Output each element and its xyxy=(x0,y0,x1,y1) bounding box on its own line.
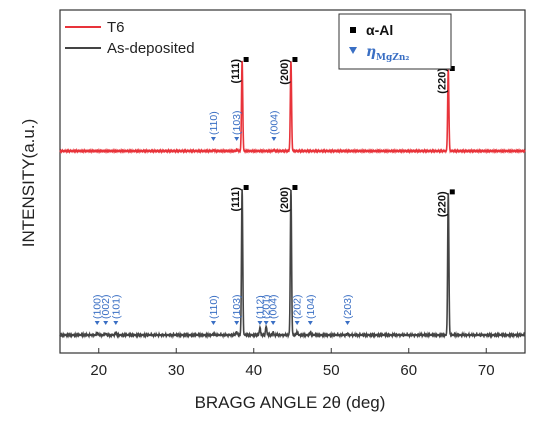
eta-marker-icon xyxy=(349,47,357,54)
line-legend: T6 As-deposited xyxy=(65,19,195,57)
eta-marker xyxy=(234,137,240,141)
alpha-al-marker xyxy=(449,66,455,71)
legend-label-eta: η xyxy=(366,44,376,60)
plot-frame xyxy=(59,9,526,354)
alpha-al-marker xyxy=(292,57,298,62)
alpha-al-marker xyxy=(449,189,455,195)
eta-peak-label: (103) xyxy=(231,110,243,135)
eta-peak-label: (002) xyxy=(100,294,112,319)
legend-label-t6: T6 xyxy=(107,19,125,36)
alpha-al-peak-label: (220) xyxy=(436,68,448,94)
eta-marker xyxy=(271,137,277,141)
alpha-al-marker xyxy=(292,185,298,190)
eta-peak-label: (004) xyxy=(268,294,280,319)
eta-marker xyxy=(210,321,216,325)
eta-marker xyxy=(103,321,109,325)
eta-peak-label: (203) xyxy=(342,294,354,319)
x-axis-ticks: 20 30 40 50 60 70 xyxy=(90,348,495,379)
eta-marker xyxy=(210,137,216,141)
alpha-al-peak-label: (111) xyxy=(230,59,242,84)
x-tick-label: 20 xyxy=(90,362,107,379)
eta-peak-label: (100) xyxy=(92,294,104,319)
series-layer xyxy=(59,60,526,340)
eta-marker xyxy=(263,321,269,325)
eta-marker xyxy=(257,321,263,325)
alpha-al-marker xyxy=(243,57,249,62)
alpha-al-peak-label: (111) xyxy=(230,187,242,212)
y-axis-title: INTENSITY(a.u.) xyxy=(19,119,38,247)
eta-marker xyxy=(113,321,119,325)
x-axis-title: BRAGG ANGLE 2θ (deg) xyxy=(195,393,386,412)
eta-peak-label: (104) xyxy=(305,294,317,319)
alpha-al-peak-label: (200) xyxy=(279,187,291,213)
legend-label-alpha-al: α-Al xyxy=(366,22,393,38)
alpha-al-marker xyxy=(243,185,249,190)
alpha-al-marker-icon xyxy=(350,27,356,33)
eta-peak-label: (202) xyxy=(292,294,304,319)
eta-marker xyxy=(294,321,300,325)
x-tick-label: 60 xyxy=(400,362,417,379)
x-tick-label: 70 xyxy=(478,362,495,379)
x-tick-label: 30 xyxy=(168,362,185,379)
x-tick-label: 40 xyxy=(245,362,262,379)
x-tick-label: 50 xyxy=(323,362,340,379)
peak-labels-layer: (111) (200) (220) (110) (103) (004) (111) (200)… xyxy=(92,57,455,325)
eta-peak-label: (004) xyxy=(268,110,280,135)
phase-legend-box xyxy=(338,13,452,70)
alpha-al-peak-label: (220) xyxy=(436,191,448,217)
eta-marker xyxy=(345,321,351,325)
alpha-al-peak-label: (200) xyxy=(279,59,291,85)
eta-peak-label: (201) xyxy=(261,294,273,319)
eta-marker xyxy=(307,321,313,325)
eta-peak-label: (110) xyxy=(208,111,220,135)
series-line-as-deposited xyxy=(59,189,526,340)
eta-peak-label: (101) xyxy=(110,294,122,319)
eta-peak-label: (112) xyxy=(254,295,266,319)
phase-legend: α-Al η MgZn₂ xyxy=(338,13,452,70)
eta-marker xyxy=(94,321,100,325)
eta-marker xyxy=(234,321,240,325)
eta-peak-label: (103) xyxy=(231,294,243,319)
eta-marker xyxy=(270,321,276,325)
legend-label-eta-subscript: MgZn₂ xyxy=(376,53,409,63)
eta-peak-label: (110) xyxy=(208,295,220,319)
series-line-t6 xyxy=(59,60,526,155)
legend-label-as-deposited: As-deposited xyxy=(107,40,195,57)
